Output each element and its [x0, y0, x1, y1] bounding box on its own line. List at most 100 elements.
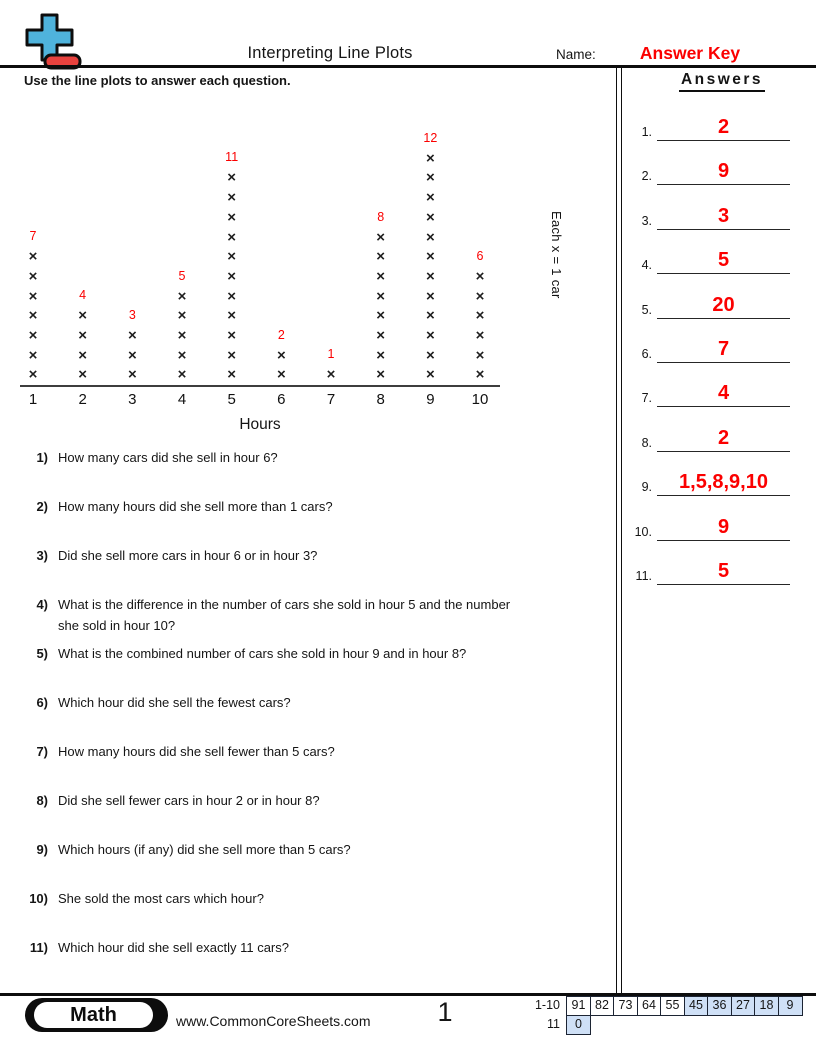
- answer-blank-line: [657, 406, 790, 408]
- question-text: Which hour did she sell exactly 11 cars?: [58, 940, 289, 955]
- x-mark: ×: [425, 326, 435, 344]
- question-text: Which hours (if any) did she sell more t…: [58, 842, 351, 857]
- website-url: www.CommonCoreSheets.com: [176, 1013, 371, 1029]
- plot-column-hour-3: 3 × × ×: [110, 308, 154, 385]
- answer-number: 5.: [641, 302, 652, 317]
- question-number: 7): [36, 744, 48, 759]
- plus-minus-logo-icon: [25, 13, 82, 70]
- score-cell: 36: [707, 996, 732, 1016]
- answer-blank-line: [657, 450, 790, 452]
- answer-value: 5: [717, 249, 730, 272]
- x-mark: ×: [28, 248, 38, 266]
- plot-count-label: 1: [327, 347, 335, 362]
- plot-column-hour-9: 12 × × × × × × × × × × × ×: [408, 131, 452, 385]
- answer-value: 9: [717, 160, 730, 183]
- answer-value: 9: [717, 515, 730, 538]
- question-number: 2): [36, 499, 48, 514]
- answer-blank-line: [657, 184, 790, 186]
- x-mark: ×: [78, 307, 88, 325]
- x-mark: ×: [227, 228, 237, 246]
- answer-number: 2.: [641, 169, 652, 184]
- score-cell: 82: [589, 996, 615, 1016]
- x-mark: ×: [276, 366, 286, 384]
- subject-badge: Math: [25, 998, 168, 1032]
- answer-key-label: Answer Key: [639, 43, 741, 63]
- x-mark: ×: [127, 326, 137, 344]
- x-mark: ×: [78, 346, 88, 364]
- x-mark: ×: [127, 366, 137, 384]
- answer-blank-line: [657, 539, 790, 541]
- x-mark: ×: [425, 208, 435, 226]
- page-title: Interpreting Line Plots: [247, 44, 413, 62]
- question-text: How many hours did she sell fewer than 5…: [58, 744, 335, 759]
- question-number: 6): [36, 695, 48, 710]
- answer-number: 7.: [641, 391, 652, 406]
- answer-number: 8.: [641, 435, 652, 450]
- plot-column-hour-1: 7 × × × × × × ×: [11, 229, 55, 385]
- answer-number: 6.: [641, 347, 652, 361]
- x-mark: ×: [475, 307, 485, 325]
- answer-blank-line: [657, 362, 790, 363]
- answer-value: 2: [717, 116, 730, 138]
- score-cell: 64: [636, 996, 662, 1016]
- instructions-text: Use the line plots to answer each questi…: [24, 73, 291, 88]
- page-number: 1: [437, 997, 453, 1027]
- question-number: 10): [29, 891, 48, 906]
- x-mark: ×: [227, 307, 237, 325]
- x-mark: ×: [177, 346, 187, 364]
- x-mark: ×: [78, 366, 88, 384]
- x-axis-tick: 3: [128, 391, 137, 408]
- x-mark: ×: [227, 208, 237, 226]
- x-axis-tick: 2: [78, 391, 87, 408]
- x-mark: ×: [227, 346, 237, 364]
- plot-column-hour-5: 11 × × × × × × × × × × ×: [210, 150, 254, 385]
- x-mark: ×: [376, 287, 386, 305]
- answers-heading: Answers: [678, 71, 766, 92]
- name-label: Name:: [556, 47, 596, 62]
- x-axis-tick: 9: [426, 391, 435, 408]
- x-mark: ×: [227, 189, 237, 207]
- question-number: 8): [36, 793, 48, 808]
- answer-blank-line: [657, 584, 790, 585]
- score-row-label: 1-10: [534, 998, 560, 1012]
- x-mark: ×: [177, 326, 187, 344]
- answer-blank-line: [657, 273, 790, 275]
- plot-count-label: 5: [178, 268, 186, 283]
- answer-value: 2: [717, 426, 730, 449]
- question-text: What is the difference in the number of …: [58, 597, 511, 633]
- x-axis-line: [20, 384, 500, 387]
- x-mark: ×: [425, 287, 435, 305]
- question-text: How many hours did she sell more than 1 …: [58, 499, 333, 514]
- x-axis-tick: 7: [326, 391, 336, 408]
- x-axis-title: Hours: [239, 416, 281, 433]
- x-mark: ×: [127, 346, 137, 364]
- x-mark: ×: [177, 366, 187, 384]
- answer-number: 9.: [641, 480, 652, 495]
- x-mark: ×: [28, 346, 38, 364]
- x-mark: ×: [376, 248, 386, 266]
- x-mark: ×: [425, 169, 435, 187]
- plot-count-label: 2: [277, 327, 285, 342]
- answer-blank-line: [657, 317, 790, 319]
- answer-blank-line: [657, 140, 790, 141]
- x-mark: ×: [227, 169, 237, 187]
- plot-column-hour-4: 5 × × × × ×: [160, 269, 204, 385]
- x-axis-tick: 5: [227, 391, 236, 408]
- plot-column-hour-2: 4 × × × ×: [61, 288, 105, 385]
- plot-count-label: 6: [476, 248, 484, 263]
- plot-column-hour-6: 2 × ×: [259, 328, 303, 385]
- plot-count-label: 8: [377, 209, 385, 224]
- plot-count-label: 3: [128, 307, 136, 322]
- plot-column-hour-7: 1 ×: [309, 347, 353, 385]
- x-mark: ×: [28, 267, 38, 285]
- question-text: Did she sell fewer cars in hour 2 or in …: [58, 793, 320, 808]
- score-cell: 91: [566, 996, 591, 1016]
- answer-value: 5: [717, 560, 730, 582]
- x-mark: ×: [425, 189, 435, 207]
- x-mark: ×: [28, 326, 38, 344]
- answer-value: 7: [717, 338, 730, 360]
- x-mark: ×: [28, 287, 38, 305]
- plot-column-hour-8: 8 × × × × × × × ×: [359, 210, 403, 386]
- plot-legend: Each x = 1 car: [549, 211, 564, 299]
- x-axis-tick: 1: [28, 391, 38, 408]
